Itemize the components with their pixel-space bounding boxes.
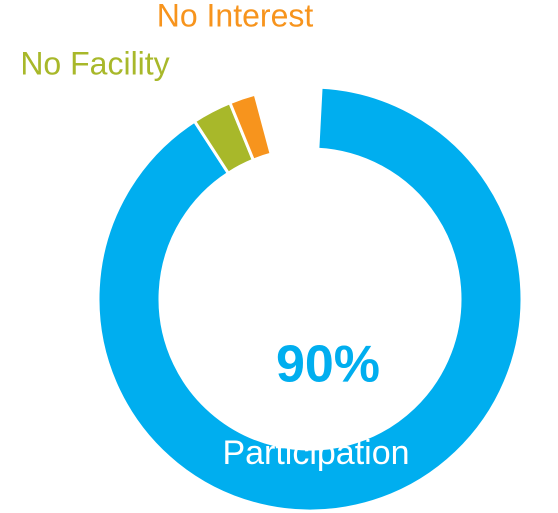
segment-label: Participation (222, 434, 409, 472)
donut-segment (96, 85, 524, 513)
segment-label: No Facility (20, 45, 169, 81)
value-label: 90% (276, 336, 380, 394)
segment-label: No Interest (157, 0, 314, 33)
donut-segment (227, 92, 274, 163)
